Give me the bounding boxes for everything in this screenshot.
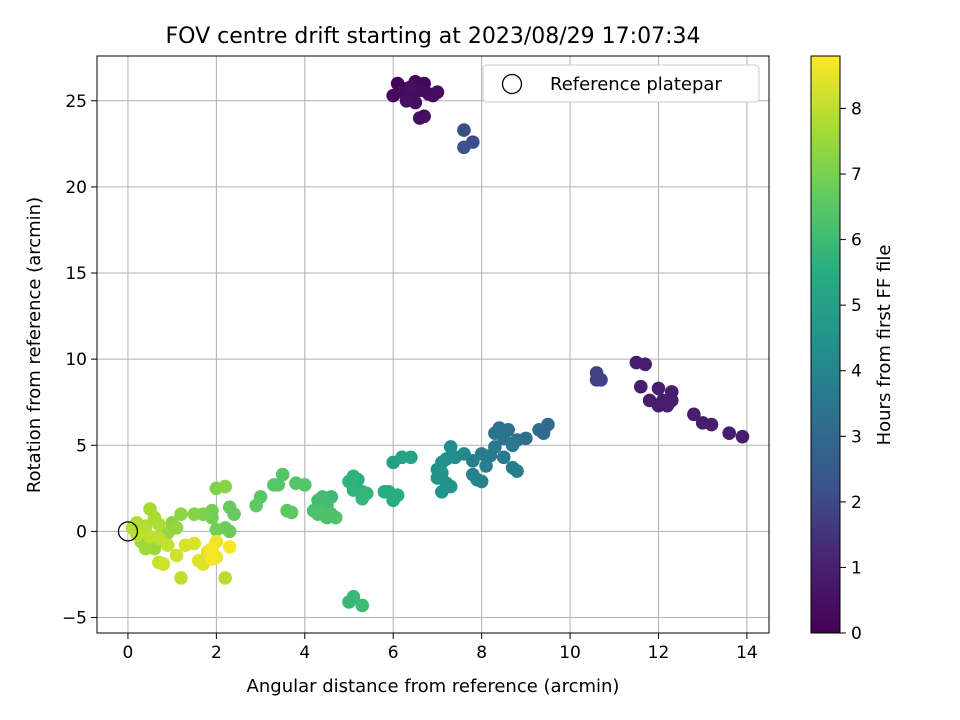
colorbar-tick-label: 5 bbox=[851, 296, 862, 316]
data-point bbox=[152, 517, 166, 532]
legend-box bbox=[482, 64, 760, 103]
x-axis-ticks: 0 2 4 6 8 10 12 14 bbox=[123, 633, 758, 663]
data-point bbox=[443, 479, 458, 494]
y-tick-label: −5 bbox=[62, 608, 87, 628]
data-point bbox=[205, 552, 219, 566]
data-point bbox=[417, 109, 431, 124]
data-point bbox=[536, 426, 551, 441]
legend-entry-reference: Reference platepar bbox=[550, 74, 722, 95]
x-tick-label: 8 bbox=[476, 643, 487, 663]
colorbar-tick-label: 4 bbox=[851, 362, 862, 382]
data-point bbox=[222, 540, 237, 554]
data-point bbox=[479, 459, 493, 473]
data-point bbox=[735, 429, 750, 444]
x-tick-label: 6 bbox=[388, 643, 399, 663]
y-axis-ticks: −5 0 5 10 15 20 25 bbox=[62, 92, 97, 628]
data-point bbox=[426, 88, 440, 103]
colorbar-tick-label: 8 bbox=[851, 99, 862, 119]
data-point bbox=[311, 507, 325, 521]
data-point bbox=[496, 450, 511, 465]
y-axis-label: Rotation from reference (arcmin) bbox=[24, 197, 45, 493]
y-tick-label: 10 bbox=[65, 350, 87, 370]
data-point bbox=[457, 123, 471, 137]
x-tick-label: 0 bbox=[123, 643, 134, 663]
data-point bbox=[638, 357, 653, 372]
colorbar-gradient bbox=[810, 55, 841, 634]
data-point bbox=[156, 557, 171, 571]
data-point bbox=[284, 505, 299, 520]
data-point bbox=[359, 486, 374, 501]
data-point bbox=[377, 484, 392, 499]
data-point bbox=[222, 524, 237, 539]
colorbar-tick-label: 6 bbox=[851, 231, 862, 251]
data-point bbox=[704, 417, 719, 432]
data-point bbox=[227, 507, 241, 521]
data-point bbox=[169, 548, 184, 563]
colorbar-tick-label: 0 bbox=[851, 624, 862, 644]
data-point bbox=[505, 438, 520, 453]
y-tick-label: 15 bbox=[65, 264, 87, 284]
data-point bbox=[404, 450, 418, 465]
data-point bbox=[346, 483, 361, 497]
data-point bbox=[218, 571, 233, 585]
data-points bbox=[125, 75, 750, 613]
data-point bbox=[722, 426, 737, 441]
data-point bbox=[267, 478, 281, 492]
data-point bbox=[328, 510, 343, 525]
data-point bbox=[209, 522, 224, 537]
colorbar: 0 1 2 3 4 5 6 7 8 Hours from first FF file bbox=[810, 55, 895, 644]
colorbar-tick-label: 3 bbox=[851, 427, 862, 447]
data-point bbox=[443, 440, 458, 454]
colorbar-label: Hours from first FF file bbox=[874, 245, 895, 446]
data-point bbox=[687, 407, 701, 422]
y-tick-label: 0 bbox=[76, 522, 87, 542]
x-tick-label: 4 bbox=[299, 643, 310, 663]
data-point bbox=[346, 590, 361, 604]
data-point bbox=[249, 498, 263, 513]
x-tick-label: 10 bbox=[559, 643, 581, 663]
chart-title: FOV centre drift starting at 2023/08/29 … bbox=[166, 24, 701, 49]
colorbar-ticks: 0 1 2 3 4 5 6 7 8 bbox=[840, 99, 862, 644]
reference-marker-layer bbox=[117, 521, 139, 542]
x-tick-label: 14 bbox=[736, 643, 758, 663]
legend: Reference platepar bbox=[482, 64, 760, 103]
data-point bbox=[510, 464, 524, 478]
y-tick-label: 20 bbox=[65, 178, 87, 198]
data-point bbox=[399, 93, 414, 108]
data-point bbox=[187, 507, 202, 521]
reference-platepar-marker bbox=[117, 521, 139, 542]
data-point bbox=[174, 571, 188, 585]
data-point bbox=[205, 541, 219, 556]
data-point bbox=[355, 598, 370, 613]
colorbar-tick-label: 7 bbox=[851, 165, 862, 185]
colorbar-tick-label: 1 bbox=[851, 558, 862, 578]
data-point bbox=[187, 536, 202, 551]
y-tick-label: 5 bbox=[76, 436, 87, 456]
data-point bbox=[474, 474, 489, 489]
data-point bbox=[289, 476, 303, 490]
data-point bbox=[386, 493, 401, 508]
plot-frame bbox=[96, 55, 770, 634]
x-tick-label: 2 bbox=[211, 643, 222, 663]
data-point bbox=[633, 379, 648, 394]
y-tick-label: 25 bbox=[65, 92, 87, 112]
data-point bbox=[174, 507, 188, 521]
x-axis-label: Angular distance from reference (arcmin) bbox=[247, 676, 620, 697]
colorbar-tick-label: 2 bbox=[851, 493, 862, 513]
data-point bbox=[404, 80, 418, 94]
data-point bbox=[218, 479, 233, 494]
data-point bbox=[160, 538, 175, 552]
legend-reference-marker bbox=[501, 73, 523, 95]
data-point bbox=[651, 381, 666, 396]
data-point bbox=[275, 467, 290, 482]
data-point bbox=[594, 373, 608, 387]
data-point bbox=[457, 140, 471, 155]
x-tick-label: 12 bbox=[648, 643, 670, 663]
grid-lines bbox=[97, 56, 769, 633]
data-point bbox=[660, 398, 675, 413]
